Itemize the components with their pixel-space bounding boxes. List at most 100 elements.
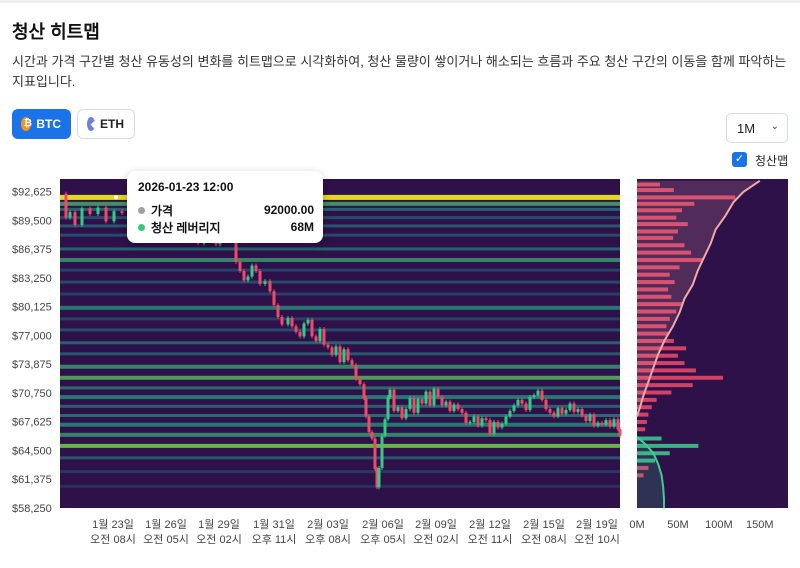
profile-bar — [637, 390, 672, 395]
profile-bar — [637, 324, 667, 329]
page-description: 시간과 가격 구간별 청산 유동성의 변화를 히트맵으로 시각화하여, 청산 물… — [12, 54, 787, 89]
cumulative-lower-line-area — [637, 436, 664, 508]
heatmap-band — [60, 395, 620, 400]
profile-bar — [637, 250, 692, 255]
price-candle — [528, 397, 532, 410]
profile-x-tick-label: 150M — [746, 519, 774, 531]
price-candle — [370, 432, 374, 439]
profile-bar — [637, 375, 723, 380]
heatmap-band — [60, 364, 620, 369]
profile-bar — [637, 265, 680, 270]
profile-bar — [637, 182, 660, 187]
price-candle — [246, 276, 250, 281]
profile-bar — [637, 412, 649, 417]
heatmap-band — [60, 216, 620, 220]
x-axis-tick-date: 2월 15일 — [523, 517, 565, 531]
profile-bar — [637, 368, 696, 373]
price-candle — [362, 384, 366, 399]
eth-button-label: ETH — [100, 117, 124, 131]
price-candle — [612, 419, 616, 427]
price-candle — [560, 408, 564, 414]
heatmap-band — [60, 484, 620, 488]
price-candle — [584, 415, 588, 422]
x-axis-tick-time: 오전 11시 — [468, 533, 513, 546]
heatmap-band — [60, 224, 620, 228]
x-axis-tick-time: 오전 08시 — [90, 533, 136, 546]
profile-bar — [637, 458, 656, 463]
price-candle — [444, 401, 448, 406]
price-candle — [314, 336, 318, 341]
profile-bar — [637, 188, 674, 193]
price-candle — [532, 395, 536, 398]
profile-bar — [637, 309, 677, 314]
x-axis-tick-time: 오전 05시 — [143, 533, 189, 546]
price-candle — [544, 399, 548, 410]
price-candle — [373, 438, 377, 469]
price-candle — [80, 208, 84, 226]
price-candle — [380, 435, 384, 468]
price-candle — [564, 409, 568, 414]
price-candle — [268, 281, 272, 292]
heatmap-band — [60, 470, 620, 474]
price-candle — [576, 409, 580, 412]
price-candle — [254, 265, 258, 272]
heatmap-band — [60, 247, 620, 251]
tooltip-marker — [114, 195, 118, 200]
price-candle — [618, 429, 622, 436]
tooltip-price-label: 가격 — [151, 203, 174, 218]
x-axis-tick-time: 오후 05시 — [360, 533, 406, 546]
x-axis-tick-date: 1월 26일 — [145, 517, 187, 531]
heatmap-band — [60, 375, 620, 380]
price-dot-icon — [138, 206, 145, 214]
price-candle — [488, 420, 492, 434]
price-candle — [377, 467, 381, 488]
price-candle — [588, 414, 592, 422]
price-candle — [536, 390, 540, 396]
price-candle — [616, 419, 620, 430]
eth-button[interactable]: ETH — [77, 109, 135, 139]
price-candle — [604, 420, 608, 425]
price-candle — [520, 399, 524, 404]
profile-bar — [637, 208, 683, 213]
heatmap-band — [60, 280, 620, 284]
price-candle — [436, 388, 440, 398]
x-axis-tick-date: 1월 23일 — [92, 517, 134, 531]
heatmap-toggle-checkbox[interactable]: ✓ — [732, 152, 747, 167]
profile-bar — [637, 229, 678, 234]
top-divider — [0, 0, 800, 3]
heatmap-toggle-label[interactable]: 청산맵 — [755, 154, 789, 168]
price-candle — [68, 212, 72, 218]
profile-x-tick-label: 0M — [629, 519, 644, 531]
range-select[interactable]: 1M ⌄ — [726, 113, 788, 143]
price-candle — [104, 207, 108, 222]
profile-bar — [637, 235, 674, 240]
price-candle — [310, 319, 314, 337]
price-candle — [608, 420, 612, 427]
heatmap-band — [60, 443, 620, 448]
x-axis-tick-time: 오전 02시 — [413, 533, 459, 546]
price-candle — [242, 271, 246, 281]
price-candle — [386, 397, 390, 420]
heatmap-band — [60, 305, 620, 310]
price-candle — [408, 398, 412, 410]
price-candle — [330, 347, 334, 355]
price-candle — [280, 317, 284, 325]
price-candle — [258, 271, 262, 284]
price-candle — [540, 390, 544, 400]
x-axis-tick-date: 2월 03일 — [307, 517, 349, 531]
x-axis-tick-time: 오후 11시 — [252, 533, 297, 546]
profile-bar — [637, 287, 669, 292]
btc-button[interactable]: BTC — [12, 109, 71, 139]
price-candle — [428, 391, 432, 406]
price-candle — [346, 349, 350, 361]
price-candle — [512, 405, 516, 411]
price-candle — [468, 421, 472, 423]
tooltip-leverage-label: 청산 레버리지 — [151, 220, 221, 235]
price-candle — [238, 261, 242, 272]
heatmap-band — [60, 207, 620, 211]
range-select-value: 1M — [737, 120, 756, 136]
price-candle — [375, 468, 379, 488]
cumulative-upper-line-area — [637, 180, 760, 417]
y-axis-tick-label: $77,000 — [12, 330, 52, 342]
